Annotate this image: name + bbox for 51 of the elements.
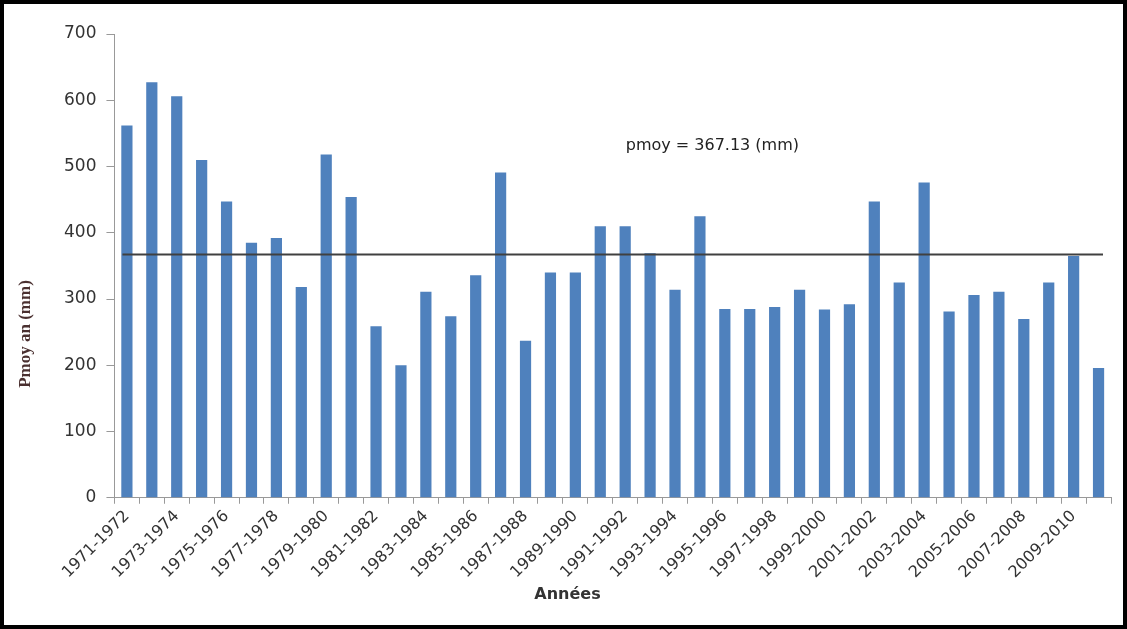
- y-tick-label: 500: [63, 154, 97, 175]
- bar: [719, 308, 731, 498]
- bar: [1092, 367, 1105, 498]
- bar: [519, 340, 532, 498]
- y-tick-label: 200: [63, 353, 97, 374]
- bar: [196, 159, 208, 498]
- bar: [146, 82, 158, 498]
- y-tick-label: 100: [63, 419, 97, 440]
- y-axis-title: Pmoy an (mm): [15, 280, 35, 388]
- bar: [470, 275, 482, 498]
- y-tick-label: 600: [63, 88, 97, 109]
- bar: [1068, 255, 1080, 498]
- bar: [270, 238, 282, 498]
- bar: [644, 253, 656, 498]
- bar: [121, 125, 133, 498]
- bar: [420, 291, 432, 498]
- bar: [893, 282, 905, 498]
- bar: [793, 289, 806, 498]
- bar: [993, 291, 1005, 498]
- bar: [918, 182, 930, 498]
- bar: [868, 201, 880, 498]
- bar: [320, 154, 332, 498]
- bar: [769, 306, 781, 498]
- bar: [295, 287, 307, 498]
- bar: [594, 226, 606, 498]
- bar: [1043, 282, 1055, 498]
- bar: [843, 304, 856, 498]
- bar: [694, 216, 706, 498]
- bar: [943, 311, 955, 498]
- ref-line-label: pmoy = 367.13 (mm): [625, 135, 800, 155]
- bar: [818, 309, 831, 498]
- y-tick-label: 0: [85, 486, 97, 507]
- bar: [619, 226, 631, 498]
- bar: [669, 289, 681, 498]
- bar: [968, 295, 980, 498]
- bar: [245, 242, 258, 498]
- bar: [171, 96, 183, 498]
- bar: [220, 201, 233, 498]
- y-tick-label: 300: [63, 287, 97, 308]
- bar: [345, 196, 357, 498]
- bar: [395, 365, 407, 498]
- bar: [495, 172, 507, 498]
- bar: [445, 316, 457, 498]
- y-tick-label: 400: [63, 221, 97, 242]
- bar: [569, 272, 581, 498]
- bar: [370, 326, 382, 498]
- bar: [1018, 318, 1030, 498]
- x-axis-title: Années: [533, 584, 602, 603]
- y-tick-label: 700: [63, 22, 97, 43]
- bar: [744, 308, 756, 498]
- bar: [544, 272, 557, 498]
